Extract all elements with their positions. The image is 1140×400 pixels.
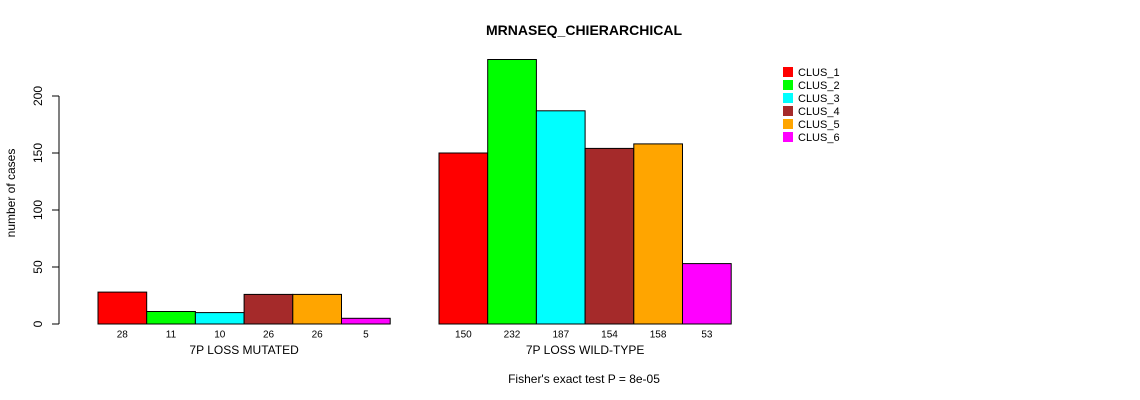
bars-layer — [97, 59, 732, 325]
bar-value-label: 26 — [263, 330, 275, 341]
y-tick-label: 0 — [31, 320, 45, 327]
bar-value-label: 150 — [455, 330, 472, 341]
y-axis-label: number of cases — [4, 149, 18, 238]
bar-value-label: 11 — [166, 330, 177, 341]
legend-label-clus_4: CLUS_4 — [798, 106, 840, 118]
bar-mutated-clus_1 — [97, 291, 148, 325]
bar-wild-type-clus_3 — [535, 110, 586, 325]
legend-swatch-clus_5 — [783, 119, 793, 129]
legend-swatch-clus_6 — [783, 132, 793, 142]
bar-value-label: 154 — [601, 330, 618, 341]
legend-swatch-clus_1 — [783, 67, 793, 77]
bar-mutated-clus_6 — [341, 317, 391, 325]
bar-value-labels: 28 11 10 26 26 5 150 232 187 154 158 53 — [117, 330, 713, 341]
group-label: 7P LOSS WILD-TYPE — [526, 343, 644, 357]
bar-value-label: 26 — [312, 330, 324, 341]
bar-mutated-clus_5 — [292, 293, 342, 325]
bar-wild-type-clus_6 — [682, 263, 732, 325]
y-tick-label: 200 — [31, 86, 45, 106]
bar-value-label: 53 — [701, 330, 713, 341]
bar-value-label: 232 — [504, 330, 521, 341]
y-tick-label: 100 — [31, 200, 45, 220]
bar-wild-type-clus_4 — [584, 147, 635, 325]
group-labels: 7P LOSS MUTATED 7P LOSS WILD-TYPE — [189, 343, 644, 357]
legend-label-clus_6: CLUS_6 — [798, 132, 840, 144]
bar-wild-type-clus_5 — [633, 143, 683, 325]
legend-swatch-clus_3 — [783, 93, 793, 103]
bar-value-label: 187 — [552, 330, 569, 341]
bar-wild-type-clus_1 — [438, 152, 489, 325]
legend-swatch-clus_4 — [783, 106, 793, 116]
footnote: Fisher's exact test P = 8e-05 — [508, 372, 660, 386]
y-tick-label: 150 — [31, 143, 45, 163]
legend-label-clus_5: CLUS_5 — [798, 119, 840, 131]
bar-value-label: 158 — [650, 330, 667, 341]
legend-label-clus_1: CLUS_1 — [798, 67, 840, 79]
bar-value-label: 10 — [214, 330, 226, 341]
bar-value-label: 5 — [363, 330, 369, 341]
legend-label-clus_2: CLUS_2 — [798, 80, 840, 92]
legend-label-clus_3: CLUS_3 — [798, 93, 840, 105]
y-tick-label: 50 — [31, 260, 45, 274]
bar-wild-type-clus_2 — [487, 59, 537, 325]
bar-mutated-clus_2 — [146, 311, 196, 325]
bar-mutated-clus_4 — [243, 293, 294, 325]
bar-mutated-clus_3 — [194, 312, 245, 325]
chart-title: MRNASEQ_CHIERARCHICAL — [486, 22, 682, 38]
bar-value-label: 28 — [117, 330, 129, 341]
group-label: 7P LOSS MUTATED — [189, 343, 299, 357]
legend-swatch-clus_2 — [783, 80, 793, 90]
y-axis: 0 50 100 150 200 — [31, 86, 60, 327]
